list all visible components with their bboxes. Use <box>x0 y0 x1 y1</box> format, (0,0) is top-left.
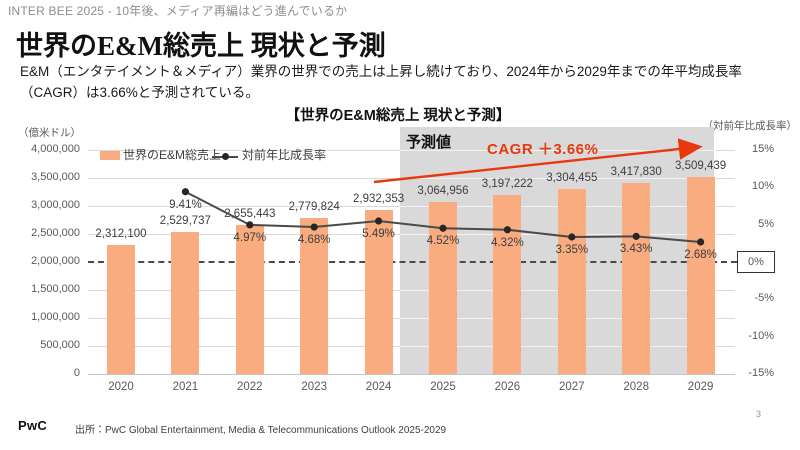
x-axis-label: 2027 <box>559 381 585 393</box>
y-axis-label: 4,000,000 <box>31 143 80 155</box>
gridline <box>88 346 735 347</box>
growth-value-label: 3.43% <box>619 243 653 256</box>
bar <box>235 225 264 374</box>
page-title: 世界のE&M総売上 現状と予測 <box>16 31 386 61</box>
x-axis-label: 2021 <box>172 381 199 393</box>
x-axis-label: 2025 <box>430 381 456 393</box>
cagr-annotation: CAGR ＋3.66% <box>487 141 599 158</box>
bar <box>557 188 586 374</box>
y-axis-label: 3,000,000 <box>31 199 80 211</box>
x-axis-label: 2029 <box>687 381 714 393</box>
gridline <box>88 318 735 319</box>
growth-value-label: 4.97% <box>233 231 267 244</box>
growth-value-label: 3.35% <box>555 243 589 256</box>
breadcrumb: INTER BEE 2025 - 10年後、メディア再編はどう進んでいるか <box>8 4 348 18</box>
y-axis-label: 1,500,000 <box>31 283 80 295</box>
bar <box>300 218 329 374</box>
gridline <box>88 178 735 179</box>
lead-line-1: E&M（エンタテイメント＆メディア）業界の世界での売上は上昇し続けており、202… <box>20 64 742 79</box>
left-axis-unit: （億米ドル） <box>18 127 81 139</box>
y-axis-label: 500,000 <box>40 339 80 351</box>
growth-value-label: 5.49% <box>362 228 395 240</box>
pwc-logo: PwC <box>18 418 48 433</box>
legend-line-marker-icon <box>222 153 229 160</box>
right-axis-label: 15% <box>751 143 774 155</box>
growth-value-label: 4.52% <box>426 235 460 248</box>
right-axis-label: 10% <box>751 180 774 193</box>
growth-value-label: 4.32% <box>491 236 524 249</box>
gridline <box>88 290 735 291</box>
growth-dot <box>181 188 189 196</box>
right-axis-label: 5% <box>758 217 774 230</box>
page-number: 3 <box>756 409 762 419</box>
legend-bar-label: 世界のE&M総売上 <box>123 148 222 162</box>
x-axis-label: 2024 <box>365 381 392 393</box>
bar <box>622 182 651 374</box>
bar <box>107 244 135 374</box>
lead-text: E&M（エンタテイメント＆メディア）業界の世界での売上は上昇し続けており、202… <box>20 62 742 104</box>
lead-line-2: （CAGR）は3.66%と予測されている。 <box>20 84 259 100</box>
chart-title: 【世界のE&M総売上 現状と予測】 <box>285 108 511 124</box>
x-axis-line <box>88 374 735 375</box>
bar-value-label: 2,312,100 <box>95 227 147 240</box>
x-axis-label: 2020 <box>108 381 134 393</box>
growth-value-label: 4.68% <box>297 234 331 247</box>
growth-value-label: 9.41% <box>169 198 202 211</box>
y-axis-label: 0 <box>73 367 80 379</box>
source-note: 出所：PwC Global Entertainment, Media & Tel… <box>75 425 447 436</box>
growth-value-label: 2.68% <box>684 248 717 261</box>
x-axis-label: 2022 <box>237 381 263 393</box>
y-axis-label: 3,500,000 <box>31 171 80 183</box>
right-axis-label: -15% <box>748 367 774 379</box>
right-axis-label: -10% <box>748 329 774 342</box>
x-axis-label: 2026 <box>494 381 521 393</box>
legend-bar-swatch-icon <box>100 151 120 160</box>
right-axis-label: -5% <box>754 292 774 305</box>
x-axis-label: 2028 <box>623 381 649 393</box>
forecast-label: 予測値 <box>406 134 452 151</box>
zero-percent-box: 0% <box>737 251 775 273</box>
bar <box>493 194 522 374</box>
legend-line-label: 対前年比成長率 <box>242 148 327 162</box>
zero-percent-line <box>88 261 737 263</box>
y-axis-label: 1,000,000 <box>31 311 80 323</box>
bar <box>429 202 457 374</box>
y-axis-label: 2,000,000 <box>31 255 80 267</box>
bar <box>171 232 200 374</box>
bar <box>686 177 715 374</box>
x-axis-label: 2023 <box>301 381 327 393</box>
right-axis-unit: （対前年比成長率） <box>702 120 798 132</box>
bar-value-label: 3,509,439 <box>675 160 727 173</box>
y-axis-label: 2,500,000 <box>31 227 80 239</box>
